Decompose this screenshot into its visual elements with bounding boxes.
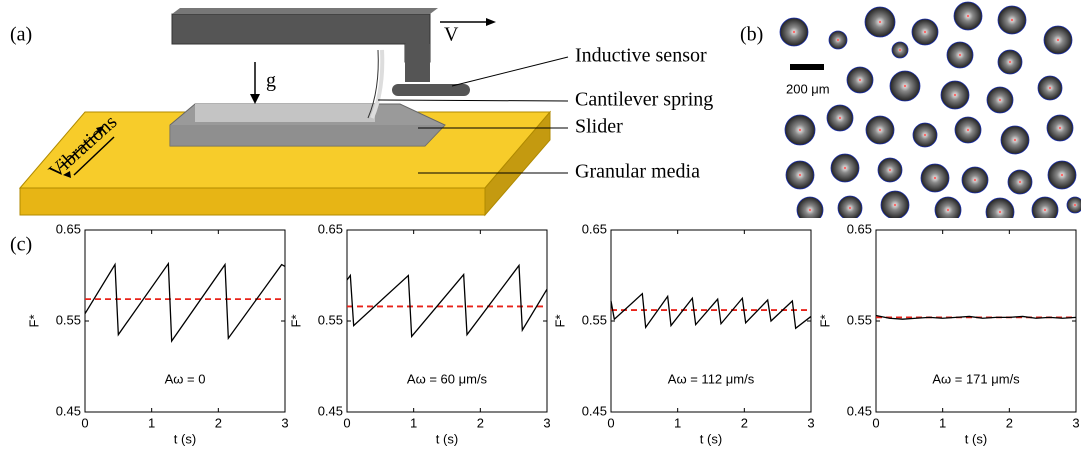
bead-center	[809, 209, 811, 211]
y-tick-label: 0.55	[56, 312, 81, 327]
bead-center	[999, 99, 1001, 101]
bead-center	[899, 49, 901, 51]
panel-label: (a)	[10, 24, 32, 46]
x-tick-label: 1	[674, 415, 681, 430]
x-tick-label: 0	[343, 415, 350, 430]
bead-center	[837, 39, 839, 41]
bead-center	[844, 167, 846, 169]
x-axis-label: t (s)	[965, 431, 987, 446]
x-axis-label: t (s)	[700, 431, 722, 446]
annotation: Aω = 112 μm/s	[668, 371, 755, 386]
y-tick-label: 0.55	[582, 312, 607, 327]
y-tick-label: 0.55	[847, 312, 872, 327]
x-tick-label: 2	[1006, 415, 1013, 430]
x-tick-label: 2	[477, 415, 484, 430]
y-axis-label: F*	[552, 315, 567, 328]
bead-center	[1074, 204, 1076, 206]
annotation: Aω = 60 μm/s	[407, 371, 488, 386]
x-tick-label: 1	[410, 415, 417, 430]
x-tick-label: 1	[939, 415, 946, 430]
x-tick-label: 2	[741, 415, 748, 430]
panel-label: (b)	[740, 24, 763, 46]
x-tick-label: 0	[81, 415, 88, 430]
bead-center	[793, 31, 795, 33]
bead-center	[1009, 61, 1011, 63]
y-tick-label: 0.45	[318, 403, 343, 418]
part-label: Granular media	[575, 161, 700, 183]
bead-center	[799, 129, 801, 131]
annotation: Aω = 0	[165, 371, 206, 386]
scale-label: 200 μm	[786, 81, 830, 96]
y-tick-label: 0.45	[582, 403, 607, 418]
bead-center	[1061, 174, 1063, 176]
bead-center	[904, 85, 906, 87]
part-label: Slider	[575, 116, 623, 138]
bead-center	[974, 179, 976, 181]
x-tick-label: 0	[607, 415, 614, 430]
y-tick-label: 0.65	[318, 221, 343, 236]
bead-center	[1014, 139, 1016, 141]
x-tick-label: 3	[543, 415, 550, 430]
bead-center	[879, 129, 881, 131]
bead-center	[999, 211, 1001, 213]
x-tick-label: 0	[872, 415, 879, 430]
micrograph	[780, 2, 1081, 226]
setup-diagram: (a) V g Vibrations Inductive sensor Cant…	[10, 8, 713, 215]
bead-center	[1044, 209, 1046, 211]
x-axis-label: t (s)	[436, 431, 458, 446]
bead-center	[839, 117, 841, 119]
bead-center	[934, 177, 936, 179]
y-tick-label: 0.65	[582, 221, 607, 236]
bead-center	[849, 207, 851, 209]
bead-center	[959, 54, 961, 56]
x-tick-label: 3	[807, 415, 814, 430]
figure: (a) V g Vibrations Inductive sensor Cant…	[0, 0, 1081, 451]
bead-center	[954, 94, 956, 96]
y-tick-label: 0.45	[847, 403, 872, 418]
x-tick-label: 2	[215, 415, 222, 430]
y-tick-label: 0.45	[56, 403, 81, 418]
x-tick-label: 3	[1072, 415, 1079, 430]
gravity-label: g	[266, 70, 276, 92]
x-tick-label: 3	[281, 415, 288, 430]
panel-label: (c)	[10, 234, 32, 256]
bead-center	[889, 169, 891, 171]
annotation: Aω = 171 μm/s	[932, 371, 1020, 386]
y-axis-label: F*	[26, 315, 41, 328]
bead-center	[1049, 87, 1051, 89]
bead-center	[967, 15, 969, 17]
y-tick-label: 0.65	[847, 221, 872, 236]
y-axis-label: F*	[288, 315, 303, 328]
scale-bar	[790, 64, 824, 70]
y-tick-label: 0.65	[56, 221, 81, 236]
bead-center	[894, 204, 896, 206]
part-label: Cantilever spring	[575, 89, 713, 111]
bead-center	[859, 79, 861, 81]
x-axis-label: t (s)	[174, 431, 196, 446]
bead-center	[967, 129, 969, 131]
y-tick-label: 0.55	[318, 312, 343, 327]
velocity-label: V	[444, 24, 459, 46]
part-label: Inductive sensor	[575, 45, 707, 67]
bead-center	[924, 134, 926, 136]
y-axis-label: F*	[817, 315, 832, 328]
bead-center	[799, 174, 801, 176]
bead-center	[1059, 127, 1061, 129]
bead-center	[1057, 39, 1059, 41]
bead-center	[947, 209, 949, 211]
bead-center	[924, 31, 926, 33]
bead-center	[1019, 181, 1021, 183]
bead-center	[879, 21, 881, 23]
x-tick-label: 1	[148, 415, 155, 430]
bead-center	[1011, 19, 1013, 21]
